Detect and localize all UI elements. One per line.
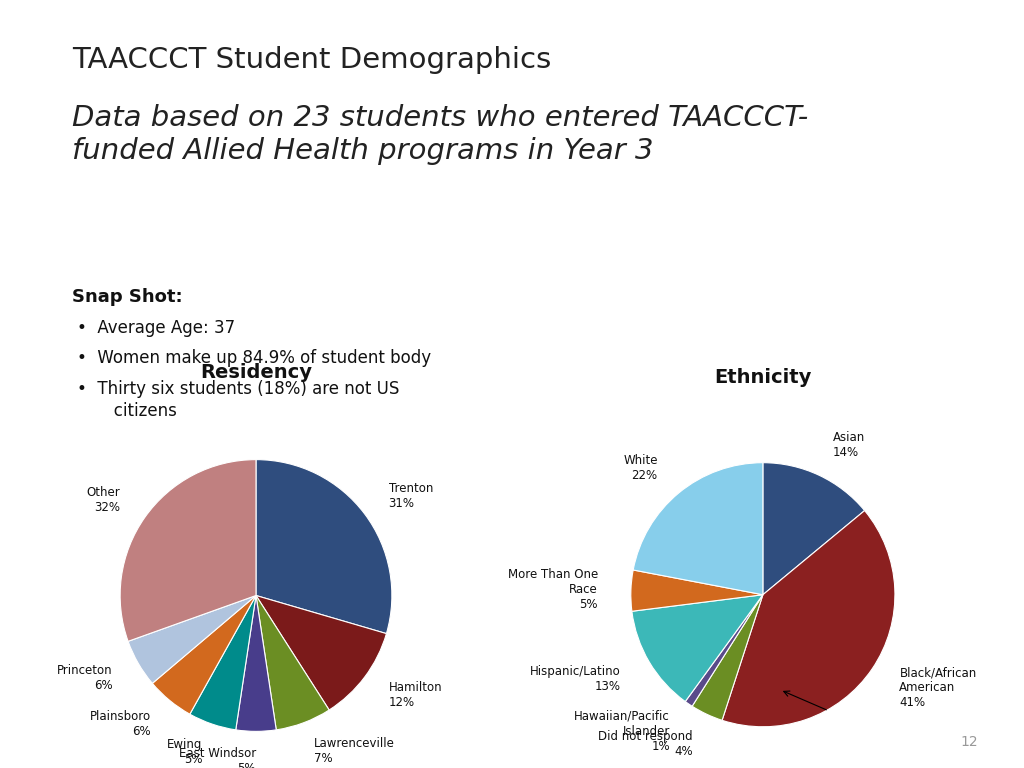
Title: Ethnicity: Ethnicity (714, 368, 812, 387)
Text: Plainsboro
6%: Plainsboro 6% (89, 710, 151, 737)
Wedge shape (631, 570, 763, 611)
Text: Hawaiian/Pacific
Islander
1%: Hawaiian/Pacific Islander 1% (574, 710, 670, 753)
Title: Residency: Residency (200, 362, 312, 382)
Text: 12: 12 (961, 735, 978, 749)
Text: Ewing
5%: Ewing 5% (167, 738, 203, 766)
Wedge shape (256, 595, 386, 710)
Wedge shape (153, 595, 256, 714)
Text: Trenton
31%: Trenton 31% (389, 482, 433, 510)
Text: Lawrenceville
7%: Lawrenceville 7% (314, 737, 395, 765)
Wedge shape (763, 462, 864, 594)
Text: Princeton
6%: Princeton 6% (56, 664, 113, 693)
Text: White
22%: White 22% (624, 454, 657, 482)
Text: Data based on 23 students who entered TAACCCT-
funded Allied Health programs in : Data based on 23 students who entered TA… (72, 104, 808, 165)
Text: •  Average Age: 37: • Average Age: 37 (77, 319, 234, 336)
Text: Black/African
American
41%: Black/African American 41% (899, 666, 977, 709)
Wedge shape (722, 511, 895, 727)
Text: East Windsor
5%: East Windsor 5% (179, 747, 256, 768)
Wedge shape (236, 595, 276, 731)
Text: Snap Shot:: Snap Shot: (72, 288, 182, 306)
Text: Other
32%: Other 32% (87, 486, 121, 514)
Text: TAACCCT Student Demographics: TAACCCT Student Demographics (72, 46, 551, 74)
Wedge shape (692, 594, 763, 720)
Wedge shape (256, 459, 392, 634)
Text: More Than One
Race
5%: More Than One Race 5% (508, 568, 598, 611)
Wedge shape (685, 594, 763, 707)
Wedge shape (120, 459, 256, 641)
Text: Hispanic/Latino
13%: Hispanic/Latino 13% (530, 665, 621, 693)
Text: •  Thirty six students (18%) are not US
       citizens: • Thirty six students (18%) are not US c… (77, 380, 399, 420)
Text: Did not respond
4%: Did not respond 4% (598, 730, 692, 758)
Wedge shape (632, 594, 763, 701)
Wedge shape (128, 595, 256, 684)
Text: •  Women make up 84.9% of student body: • Women make up 84.9% of student body (77, 349, 431, 367)
Wedge shape (189, 595, 256, 730)
Wedge shape (633, 462, 763, 594)
Text: Asian
14%: Asian 14% (834, 432, 865, 459)
Text: Hamilton
12%: Hamilton 12% (389, 681, 442, 709)
Wedge shape (256, 595, 329, 730)
